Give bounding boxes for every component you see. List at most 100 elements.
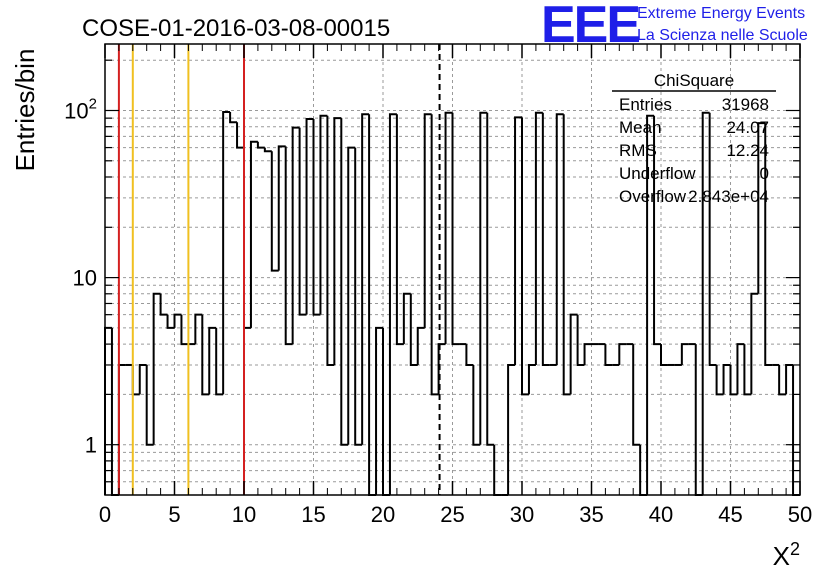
x-axis-title-sup: 2 (790, 539, 800, 559)
histogram-bin (263, 147, 272, 153)
histogram-bin (618, 343, 627, 365)
histogram-bin (159, 293, 168, 316)
histogram-bin (166, 314, 175, 329)
y-tick-label: 102 (64, 95, 97, 123)
y-axis: 1 10 102 (64, 59, 800, 483)
reference-lines (117, 44, 441, 495)
histogram-bin (576, 314, 585, 366)
histogram-bin (778, 364, 787, 396)
histogram-bin (145, 364, 154, 446)
histogram-bin (277, 145, 286, 271)
histogram-bin (792, 364, 800, 496)
x-tick-label: 20 (371, 502, 395, 527)
histogram-bin (180, 314, 189, 346)
x-tick-label: 50 (788, 502, 812, 527)
histogram-bin (736, 343, 745, 395)
histogram-bin (382, 327, 390, 496)
histogram-bin (104, 326, 112, 495)
histogram-bin (660, 344, 668, 366)
x-axis: 0 5 10 15 20 25 30 35 40 45 50 (99, 44, 812, 527)
histogram-bars (104, 110, 800, 496)
histogram-bin (110, 327, 119, 496)
stats-row-value: 12.24 (726, 141, 769, 160)
histogram-bin (333, 117, 342, 365)
x-tick-label: 35 (579, 502, 603, 527)
histogram-bin (569, 313, 578, 395)
histogram-bin (249, 140, 258, 328)
histogram-bin (715, 364, 724, 396)
logo-line2: La Scienza nelle Scuole (637, 27, 808, 44)
histogram-bin (236, 122, 244, 149)
x-tick-label: 15 (301, 502, 325, 527)
histogram-bin (764, 123, 773, 366)
histogram-bin (604, 344, 613, 366)
histogram-bin (479, 111, 488, 445)
histogram-bin (729, 364, 738, 396)
histogram-bin (361, 113, 370, 445)
histogram-bin (152, 292, 161, 445)
histogram-bin (583, 343, 592, 365)
x-tick-label: 0 (99, 502, 111, 527)
histogram-bin (541, 112, 550, 366)
histogram-bin (388, 113, 397, 495)
stats-row-value: 0 (760, 164, 769, 183)
x-tick-label: 25 (440, 502, 464, 527)
stats-row-label: RMS (619, 141, 657, 160)
histogram-bin (208, 326, 217, 395)
histogram-bin (222, 110, 231, 395)
logo-mark: EEE (541, 0, 639, 54)
histogram-bin (340, 118, 349, 446)
chart-title: COSE-01-2016-03-08-00015 (82, 15, 390, 42)
x-tick-label: 30 (510, 502, 534, 527)
stats-box: ChiSquare Entries 31968 Mean 24.07 RMS 12.24 U… (612, 71, 776, 206)
histogram-bin (243, 147, 251, 329)
histogram-bin (298, 127, 307, 316)
histogram-bin (632, 344, 641, 446)
histogram-bin (646, 114, 655, 495)
histogram-bin (534, 111, 543, 365)
histogram-bin (138, 363, 147, 395)
histogram-bin (743, 344, 752, 396)
histogram-bin (354, 147, 363, 446)
stats-row-label: Entries (619, 95, 672, 114)
histogram-bin (131, 364, 140, 396)
histogram-bin (402, 292, 411, 345)
histogram-bin (527, 363, 536, 395)
stats-row-value: 24.07 (726, 118, 769, 137)
histogram-bin (375, 326, 383, 495)
histogram-bin (326, 115, 335, 366)
stats-row-value: 31968 (722, 95, 769, 114)
histogram-bin (430, 114, 439, 396)
x-tick-label: 40 (649, 502, 673, 527)
grid-lines (105, 44, 800, 495)
histogram-bin (785, 363, 794, 395)
histogram-bin (507, 363, 516, 495)
histogram-bin (465, 344, 474, 366)
stats-row-label: Mean (619, 118, 662, 137)
y-tick-label: 10 (73, 266, 97, 291)
histogram-bin (757, 122, 766, 294)
histogram-bin (291, 126, 300, 345)
histogram-bin (395, 114, 404, 346)
histogram-bin (319, 114, 328, 315)
histogram-bin (701, 111, 710, 495)
histogram-bin (368, 114, 377, 496)
histogram-bin (722, 363, 731, 395)
x-tick-label: 10 (232, 502, 256, 527)
histogram-bin (270, 151, 279, 272)
stats-box-name: ChiSquare (654, 71, 734, 90)
histogram-bin (423, 113, 432, 328)
stats-row-value: 2.843e+04 (688, 187, 769, 206)
histogram-bin (229, 111, 238, 124)
eee-logo: EEE Extreme Energy Events La Scienza nel… (541, 0, 808, 54)
histogram-bin (555, 113, 564, 365)
histogram-bin (694, 344, 703, 496)
histogram-bin (514, 116, 522, 365)
histogram-bin (215, 327, 224, 396)
histogram-bin (117, 363, 126, 495)
histogram-bin (173, 313, 182, 328)
histogram-bin (562, 114, 571, 396)
histogram-bin (201, 314, 210, 396)
x-tick-label: 5 (168, 502, 180, 527)
stats-row-label: Overflow (619, 187, 687, 206)
